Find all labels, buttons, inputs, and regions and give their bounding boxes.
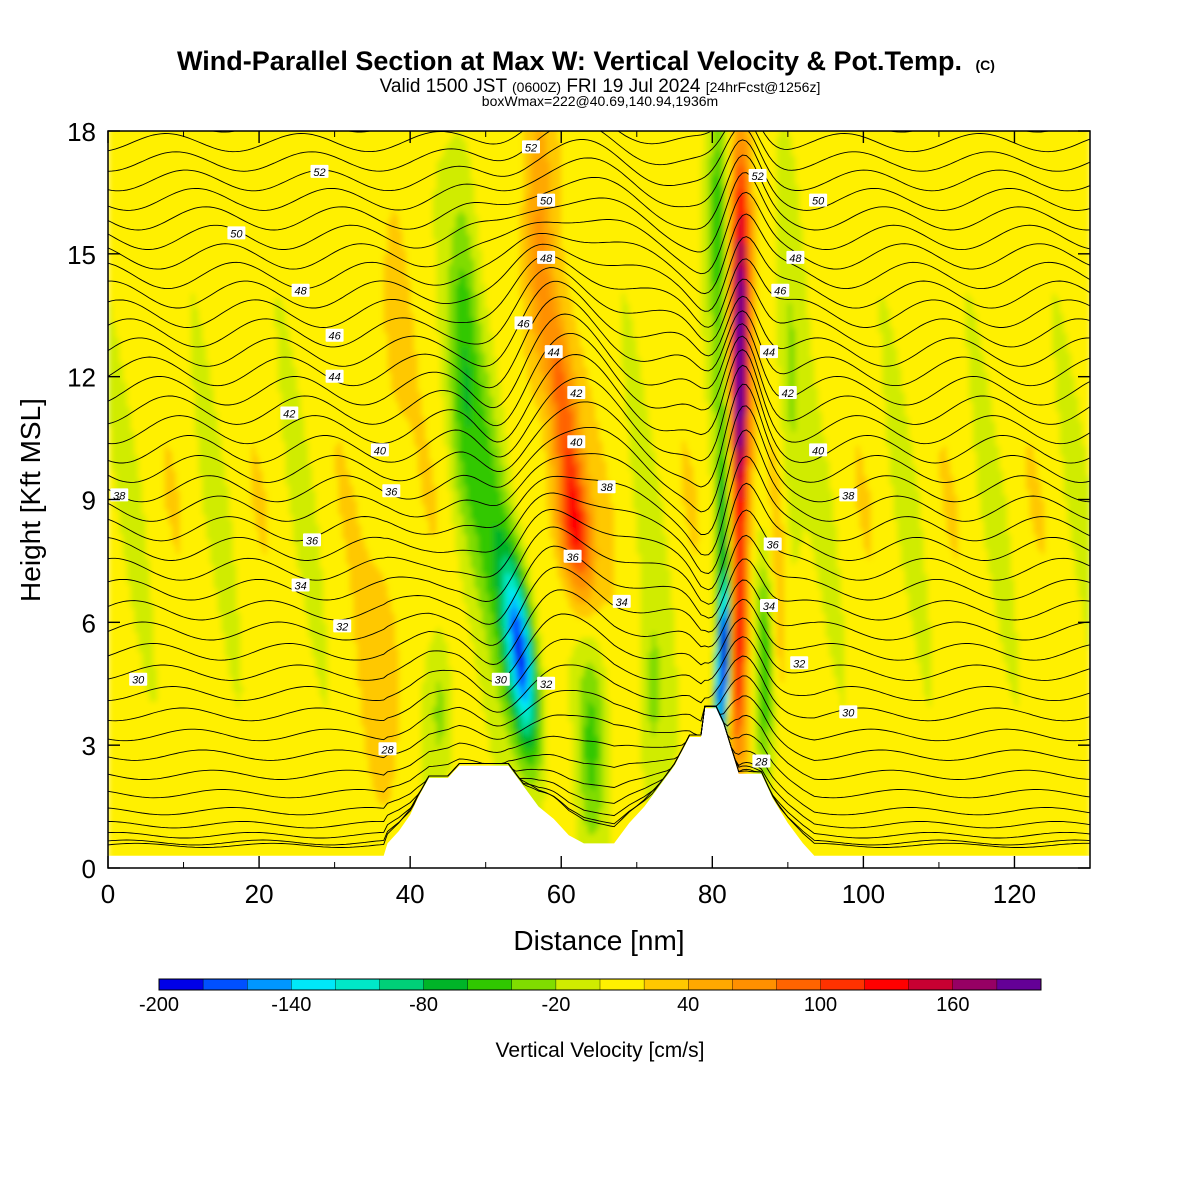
y-tick-label: 9 <box>82 486 96 516</box>
theta-label: 50 <box>537 194 555 208</box>
theta-label: 36 <box>303 533 321 547</box>
x-tick-label: 120 <box>993 879 1036 909</box>
colorbar-tick-label: -200 <box>139 994 179 1016</box>
theta-label: 38 <box>598 480 616 494</box>
colorbar-swatch <box>953 979 997 990</box>
theta-label: 40 <box>567 435 585 449</box>
y-tick-label: 12 <box>67 363 96 393</box>
theta-label: 50 <box>227 226 245 240</box>
theta-label: 42 <box>280 407 298 421</box>
x-tick-label: 40 <box>396 879 425 909</box>
colorbar-swatch <box>644 979 688 990</box>
plot-area: 3830504234483652464432403628305250484644… <box>67 90 1091 909</box>
colorbar-swatch <box>909 979 953 990</box>
theta-label: 48 <box>292 284 310 298</box>
theta-label: 30 <box>839 705 857 719</box>
chart-title-text: Wind-Parallel Section at Max W: Vertical… <box>177 46 962 76</box>
colorbar-tick-label: 160 <box>936 994 969 1016</box>
theta-label: 32 <box>333 619 351 633</box>
colorbar-swatch <box>335 979 379 990</box>
theta-label: 52 <box>749 169 767 183</box>
y-tick-label: 3 <box>82 731 96 761</box>
theta-label: 36 <box>564 550 582 564</box>
chart-title: Wind-Parallel Section at Max W: Vertical… <box>177 46 995 76</box>
x-tick-label: 60 <box>547 879 576 909</box>
theta-label: 36 <box>382 484 400 498</box>
y-tick-label: 18 <box>67 117 96 147</box>
colorbar-tick-label: -20 <box>541 994 570 1016</box>
theta-label: 46 <box>771 284 789 298</box>
theta-label: 40 <box>371 443 389 457</box>
theta-label: 30 <box>129 673 147 687</box>
x-tick-label: 100 <box>842 879 885 909</box>
vertical-velocity-field <box>108 126 1091 869</box>
colorbar: -200 -140 -80 -20 40 100 160 Vertical Velocity… <box>139 979 1041 1062</box>
y-tick-labels: 0 3 6 9 12 15 18 <box>67 117 96 884</box>
theta-label: 34 <box>292 579 310 593</box>
colorbar-tick-label: 40 <box>677 994 699 1016</box>
colorbar-swatch <box>688 979 732 990</box>
theta-label: 32 <box>537 677 555 691</box>
colorbar-swatch <box>380 979 424 990</box>
theta-label: 28 <box>752 755 770 769</box>
colorbar-tick-label: -80 <box>409 994 438 1016</box>
theta-label: 34 <box>613 595 631 609</box>
theta-label: 48 <box>537 251 555 265</box>
theta-label: 44 <box>760 345 778 359</box>
theta-label: 34 <box>760 599 778 613</box>
theta-label: 48 <box>786 251 804 265</box>
colorbar-swatch <box>776 979 820 990</box>
colorbar-swatch <box>512 979 556 990</box>
colorbar-tick-labels: -200 -140 -80 -20 40 100 160 <box>139 994 970 1016</box>
x-axis-label: Distance [nm] <box>513 925 684 956</box>
theta-label: 46 <box>515 316 533 330</box>
colorbar-swatch <box>468 979 512 990</box>
y-tick-label: 15 <box>67 240 96 270</box>
theta-label: 52 <box>311 165 329 179</box>
y-tick-label: 6 <box>82 608 96 638</box>
theta-label: 46 <box>326 329 344 343</box>
colorbar-swatches <box>159 979 1041 990</box>
x-tick-labels: 0 20 40 60 80 100 120 <box>101 879 1036 909</box>
colorbar-swatch <box>159 979 203 990</box>
theta-label: 42 <box>779 386 797 400</box>
theta-label: 44 <box>326 370 344 384</box>
colorbar-swatch <box>203 979 247 990</box>
theta-label: 30 <box>492 673 510 687</box>
colorbar-swatch <box>732 979 776 990</box>
colorbar-swatch <box>247 979 291 990</box>
theta-label: 32 <box>790 656 808 670</box>
colorbar-swatch <box>865 979 909 990</box>
colorbar-swatch <box>997 979 1041 990</box>
y-axis-label: Height [Kft MSL] <box>15 398 46 602</box>
cross-section-figure: Wind-Parallel Section at Max W: Vertical… <box>0 0 1200 1200</box>
colorbar-label: Vertical Velocity [cm/s] <box>496 1039 705 1062</box>
theta-label: 42 <box>567 386 585 400</box>
theta-label: 50 <box>809 194 827 208</box>
theta-label: 52 <box>522 140 540 154</box>
x-tick-label: 0 <box>101 879 115 909</box>
theta-label: 38 <box>839 488 857 502</box>
colorbar-swatch <box>424 979 468 990</box>
colorbar-swatch <box>556 979 600 990</box>
boxwmax-line: boxWmax=222@40.69,140.94,1936m <box>482 93 718 109</box>
copyright-mark: (C) <box>976 57 995 73</box>
colorbar-tick-label: 100 <box>804 994 837 1016</box>
x-tick-label: 80 <box>698 879 727 909</box>
theta-label: 40 <box>809 443 827 457</box>
x-tick-label: 20 <box>245 879 274 909</box>
colorbar-tick-label: -140 <box>271 994 311 1016</box>
colorbar-swatch <box>821 979 865 990</box>
colorbar-swatch <box>291 979 335 990</box>
y-tick-label: 0 <box>82 854 96 884</box>
forecast-info: [24hrFcst@1256z] <box>706 79 821 95</box>
theta-label: 38 <box>110 488 128 502</box>
theta-label: 44 <box>545 345 563 359</box>
colorbar-swatch <box>600 979 644 990</box>
theta-label: 28 <box>379 742 397 756</box>
theta-label: 36 <box>764 538 782 552</box>
